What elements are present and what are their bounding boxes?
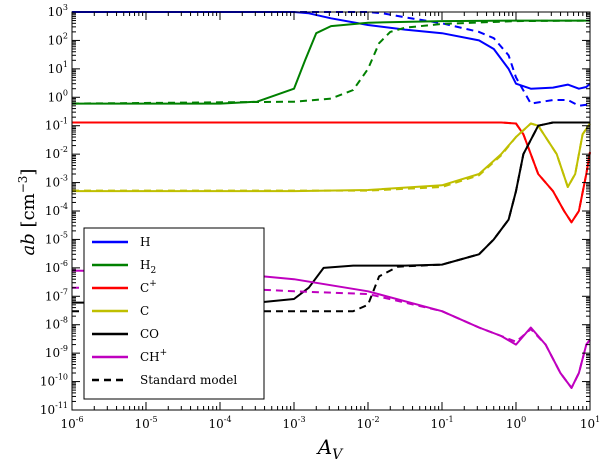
y-tick-label: 10-10	[40, 373, 68, 389]
y-tick-label: 10-7	[45, 287, 68, 303]
legend-entry-label: Standard model	[140, 373, 237, 387]
y-tick-label: 10-6	[45, 259, 68, 275]
y-tick-label: 103	[48, 3, 68, 19]
series-layer	[71, 11, 591, 389]
x-tick-label: 10-2	[356, 415, 379, 431]
x-tick-label: 10-1	[430, 415, 453, 431]
y-tick-label: 10-8	[45, 316, 68, 332]
series-line-3	[71, 19, 591, 105]
y-tick-label: 10-3	[45, 174, 68, 190]
legend-entry-label: CO	[140, 327, 159, 341]
ticks-layer: 10-6 10-5 10-4 10-3 10-2 10-1 100 101 10-11 10-10…	[40, 3, 600, 431]
legend-entry-label: H2	[140, 258, 156, 276]
legend-entry-label: CH+	[140, 348, 167, 364]
legend-entry-label: C	[140, 304, 149, 318]
y-tick-label: 10-11	[40, 401, 68, 417]
series-line-9	[72, 121, 590, 313]
legend-box	[83, 227, 265, 400]
series-line-4	[72, 121, 591, 224]
y-tick-label: 100	[48, 88, 68, 104]
legend-entry-label: C+	[140, 279, 157, 295]
x-tick-label: 100	[506, 415, 526, 431]
x-tick-label: 10-3	[282, 415, 305, 431]
legend: H H2 C+ C CO CH+ Standard model	[83, 227, 265, 400]
x-tick-label: 10-6	[60, 415, 83, 431]
y-tick-label: 10-1	[45, 117, 68, 133]
y-tick-label: 102	[48, 31, 68, 47]
y-tick-label: 101	[48, 60, 68, 76]
y-tick-label: 10-9	[45, 344, 68, 360]
y-tick-label: 10-5	[45, 230, 68, 246]
y-tick-label: 10-2	[45, 145, 68, 161]
series-line-11	[72, 286, 591, 389]
series-line-0	[72, 11, 591, 90]
x-tick-label: 10-5	[134, 415, 157, 431]
y-tick-label: 10-4	[45, 202, 68, 218]
series-line-7	[72, 122, 591, 192]
x-tick-label: 10-4	[208, 415, 231, 431]
legend-entry-label: H	[140, 235, 150, 249]
x-tick-label: 101	[580, 415, 600, 431]
